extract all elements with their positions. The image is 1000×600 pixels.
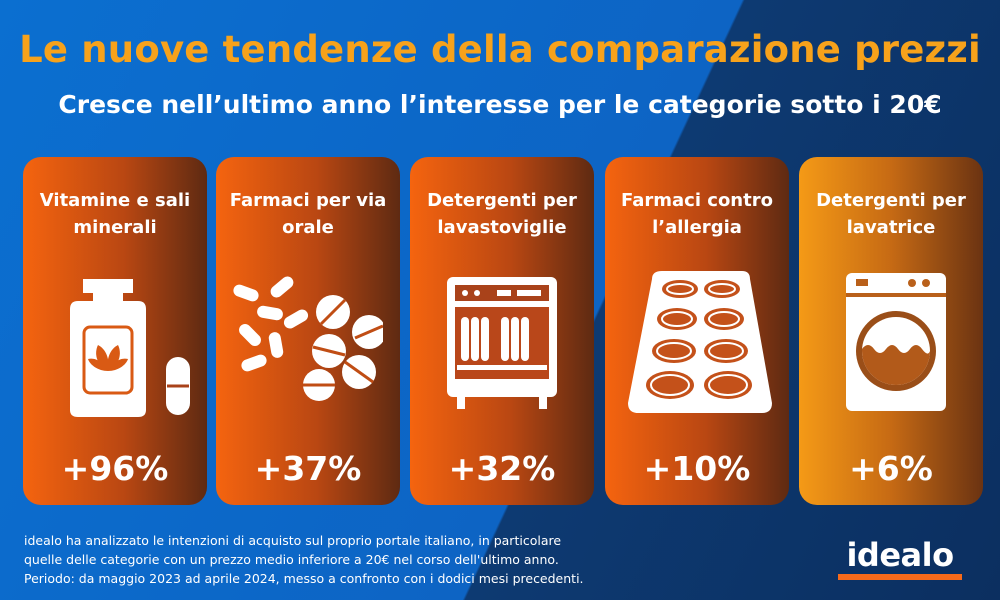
washing-machine-icon [846, 273, 946, 411]
category-label: Farmaci contro l’allergia [621, 190, 773, 238]
methodology-footnote: idealo ha analizzato le intenzioni di ac… [24, 533, 584, 586]
supplement-bottle-icon [70, 279, 190, 417]
category-card-dishwasher-detergents: Detergenti per lavastoviglie [410, 157, 594, 505]
growth-value: +10% [643, 449, 751, 488]
growth-value: +37% [254, 449, 362, 488]
growth-value: +96% [61, 449, 169, 488]
category-label: Vitamine e sali minerali [39, 190, 191, 238]
idealo-logo: idealo [838, 536, 962, 580]
growth-value: +6% [849, 449, 933, 488]
category-card-vitamins: Vitamine e sali minerali +96% [23, 157, 207, 505]
dishwasher-icon [447, 277, 557, 409]
category-card-laundry-detergents: Detergenti per lavatrice +6% [799, 157, 983, 505]
category-card-oral-drugs: Farmaci per via orale [216, 157, 400, 505]
pills-icon [233, 276, 383, 401]
category-label: Detergenti per lavastoviglie [427, 190, 577, 238]
logo-underline [838, 574, 962, 580]
category-label: Farmaci per via orale [229, 190, 387, 238]
blister-pack-icon [628, 271, 772, 413]
category-card-allergy-drugs: Farmaci contro l’allergia [605, 157, 789, 505]
category-label: Detergenti per lavatrice [816, 190, 966, 238]
growth-value: +32% [448, 449, 556, 488]
page-title: Le nuove tendenze della comparazione pre… [19, 28, 981, 71]
page-subtitle: Cresce nell’ultimo anno l’interesse per … [58, 90, 942, 119]
